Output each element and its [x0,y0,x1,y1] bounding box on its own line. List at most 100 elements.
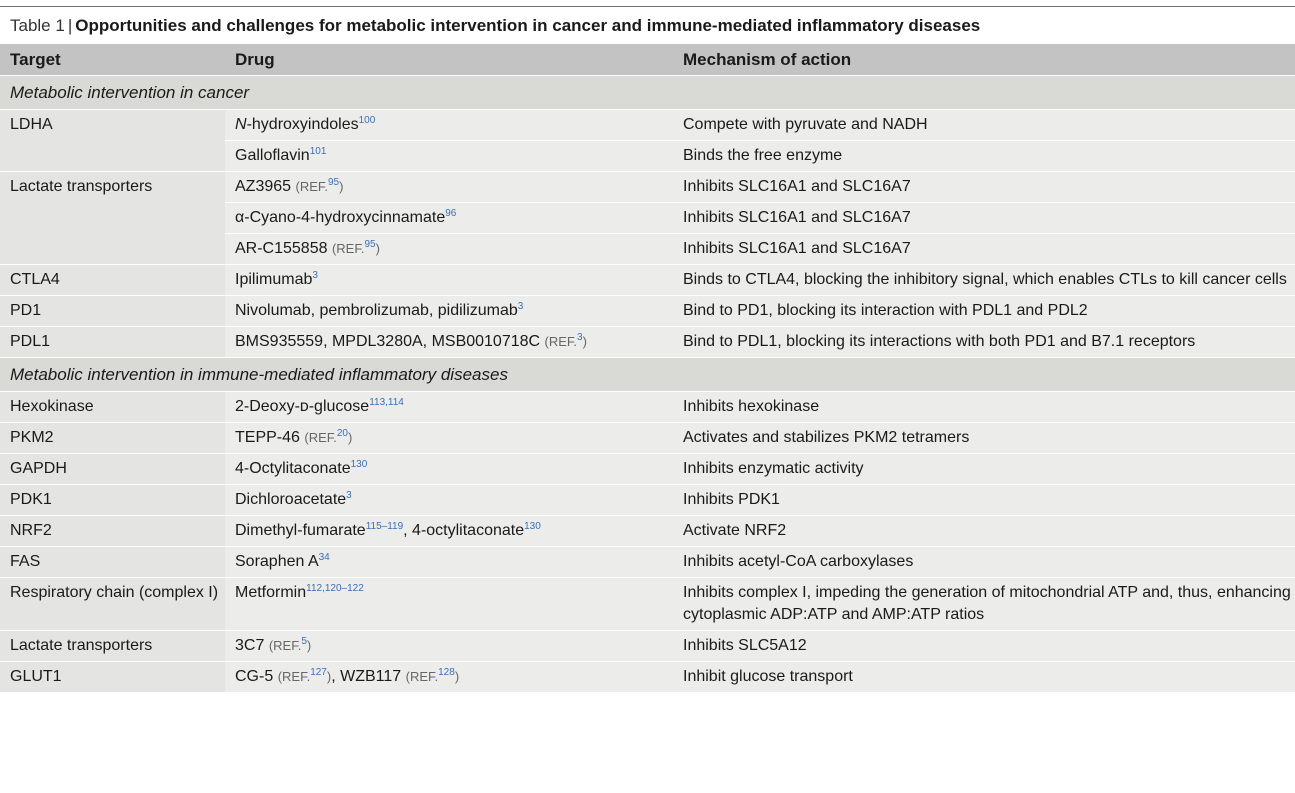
drug-cell: Metformin112,120–122 [225,577,673,631]
drug-name: Galloflavin [235,147,310,164]
table-title: Opportunities and challenges for metabol… [75,16,981,35]
drug-cell: BMS935559, MPDL3280A, MSB0010718C (REF.3… [225,326,673,358]
citation: 5 [301,636,307,647]
mechanism-cell: Inhibits acetyl-CoA carboxylases [673,546,1295,578]
mechanism-cell: Inhibits PDK1 [673,484,1295,516]
citation: 127 [310,667,327,678]
target-cell: PD1 [0,295,225,327]
mechanism-cell: Inhibits SLC16A1 and SLC16A7 [673,233,1295,265]
target-cell: Respiratory chain (complex I) [0,577,225,631]
drug-name: Soraphen A [235,553,319,570]
table-row: Lactate transporters AZ3965 (REF.95) Inh… [0,171,1295,265]
drug-cell: TEPP-46 (REF.20) [225,422,673,454]
drug-cell: AZ3965 (REF.95) [225,171,673,203]
drug-name: Metformin [235,584,307,601]
section-row-immune: Metabolic intervention in immune-mediate… [0,357,1295,392]
header-row: Target Drug Mechanism of action [0,44,1295,76]
target-cell: FAS [0,546,225,578]
drug-cell: AR-C155858 (REF.95) [225,233,673,265]
drug-name: Dichloroacetate [235,491,347,508]
drug-name: AR-C155858 [235,240,328,257]
drug-name: TEPP-46 [235,429,300,446]
citation: 95 [328,177,340,188]
table-row: PD1 Nivolumab, pembrolizumab, pidilizuma… [0,295,1295,327]
mechanism-cell: Inhibit glucose transport [673,661,1295,692]
citation: 3 [517,301,524,312]
citation: 34 [318,552,330,563]
drug-cell: N-hydroxyindoles100 [225,109,673,141]
ref-note: (REF.128) [405,667,460,685]
table-row: Hexokinase 2-Deoxy-ᴅ-glucose113,114 Inhi… [0,391,1295,423]
citation: 95 [364,239,376,250]
drug-name: CG-5 [235,668,274,685]
target-cell: Lactate transporters [0,630,225,662]
mechanism-cell: Activate NRF2 [673,515,1295,547]
target-cell: PKM2 [0,422,225,454]
drug-name: 4-Octylitaconate [235,460,351,477]
section-row-cancer: Metabolic intervention in cancer [0,75,1295,110]
header-mechanism: Mechanism of action [673,44,1295,76]
target-cell: GAPDH [0,453,225,485]
drug-cell: α-Cyano-4-hydroxycinnamate96 [225,202,673,234]
drug-name: Nivolumab, pembrolizumab, pidilizumab [235,302,518,319]
drug-cell: 3C7 (REF.5) [225,630,673,662]
top-rule [0,6,1295,7]
drug-cell: Ipilimumab3 [225,264,673,296]
mechanism-cell: Inhibits SLC16A1 and SLC16A7 [673,171,1295,203]
section-label: Metabolic intervention in immune-mediate… [0,357,1295,392]
drug-cell: Dichloroacetate3 [225,484,673,516]
mechanism-cell: Inhibits enzymatic activity [673,453,1295,485]
ref-note: (REF.127) [277,667,332,685]
drug-italic: N [235,116,247,133]
drug-cell: 2-Deoxy-ᴅ-glucose113,114 [225,391,673,423]
citation: 100 [358,115,376,126]
citation: 101 [309,146,327,157]
ref-note: (REF.20) [304,428,353,446]
table-row: Lactate transporters 3C7 (REF.5) Inhibit… [0,630,1295,662]
table-row: α-Cyano-4-hydroxycinnamate96 Inhibits SL… [0,202,1295,234]
table-row: AR-C155858 (REF.95) Inhibits SLC16A1 and… [0,233,1295,265]
target-cell: PDK1 [0,484,225,516]
citation: 128 [438,667,455,678]
target-cell: NRF2 [0,515,225,547]
citation: 113,114 [369,397,404,408]
table-row: LDHA N-hydroxyindoles100 Compete with py… [0,109,1295,172]
target-cell: CTLA4 [0,264,225,296]
drug-name-2: , 4-octylitaconate [403,522,525,539]
drug-name: Ipilimumab [235,271,313,288]
drug-cell: Soraphen A34 [225,546,673,578]
table-row: Respiratory chain (complex I) Metformin1… [0,577,1295,631]
drug-cell: 4-Octylitaconate130 [225,453,673,485]
citation: 130 [524,521,541,532]
drug-name: 3C7 [235,637,265,654]
table-caption: Table 1 | Opportunities and challenges for… [10,13,980,39]
drug-name: Dimethyl-fumarate [235,522,366,539]
mechanism-cell: Compete with pyruvate and NADH [673,109,1295,141]
citation: 115–119 [365,521,404,532]
table-row: NRF2 Dimethyl-fumarate115–119, 4-octylit… [0,515,1295,547]
table-row: PDK1 Dichloroacetate3 Inhibits PDK1 [0,484,1295,516]
ref-note: (REF.95) [295,177,344,195]
drug-cell: Nivolumab, pembrolizumab, pidilizumab3 [225,295,673,327]
citation: 3 [577,332,583,343]
ref-note: (REF.3) [544,332,587,350]
mechanism-cell: Activates and stabilizes PKM2 tetramers [673,422,1295,454]
mechanism-cell: Inhibits hexokinase [673,391,1295,423]
caption-separator: | [67,16,73,35]
mechanism-cell: Bind to PDL1, blocking its interactions … [673,326,1295,358]
mechanism-cell: Inhibits SLC16A1 and SLC16A7 [673,202,1295,234]
mechanism-cell: Binds the free enzyme [673,140,1295,172]
data-table: Target Drug Mechanism of action Metaboli… [0,44,1295,692]
target-cell: Hexokinase [0,391,225,423]
citation: 96 [445,208,457,219]
header-drug: Drug [225,44,673,76]
drug-name: -hydroxyindoles [246,116,359,133]
table-row: GAPDH 4-Octylitaconate130 Inhibits enzym… [0,453,1295,485]
table-row: FAS Soraphen A34 Inhibits acetyl-CoA car… [0,546,1295,578]
target-cell: Lactate transporters [0,171,225,265]
mechanism-cell: Inhibits SLC5A12 [673,630,1295,662]
drug-name: 2-Deoxy-ᴅ-glucose [235,398,370,415]
ref-note: (REF.5) [268,636,312,654]
drug-cell: CG-5 (REF.127), WZB117 (REF.128) [225,661,673,692]
